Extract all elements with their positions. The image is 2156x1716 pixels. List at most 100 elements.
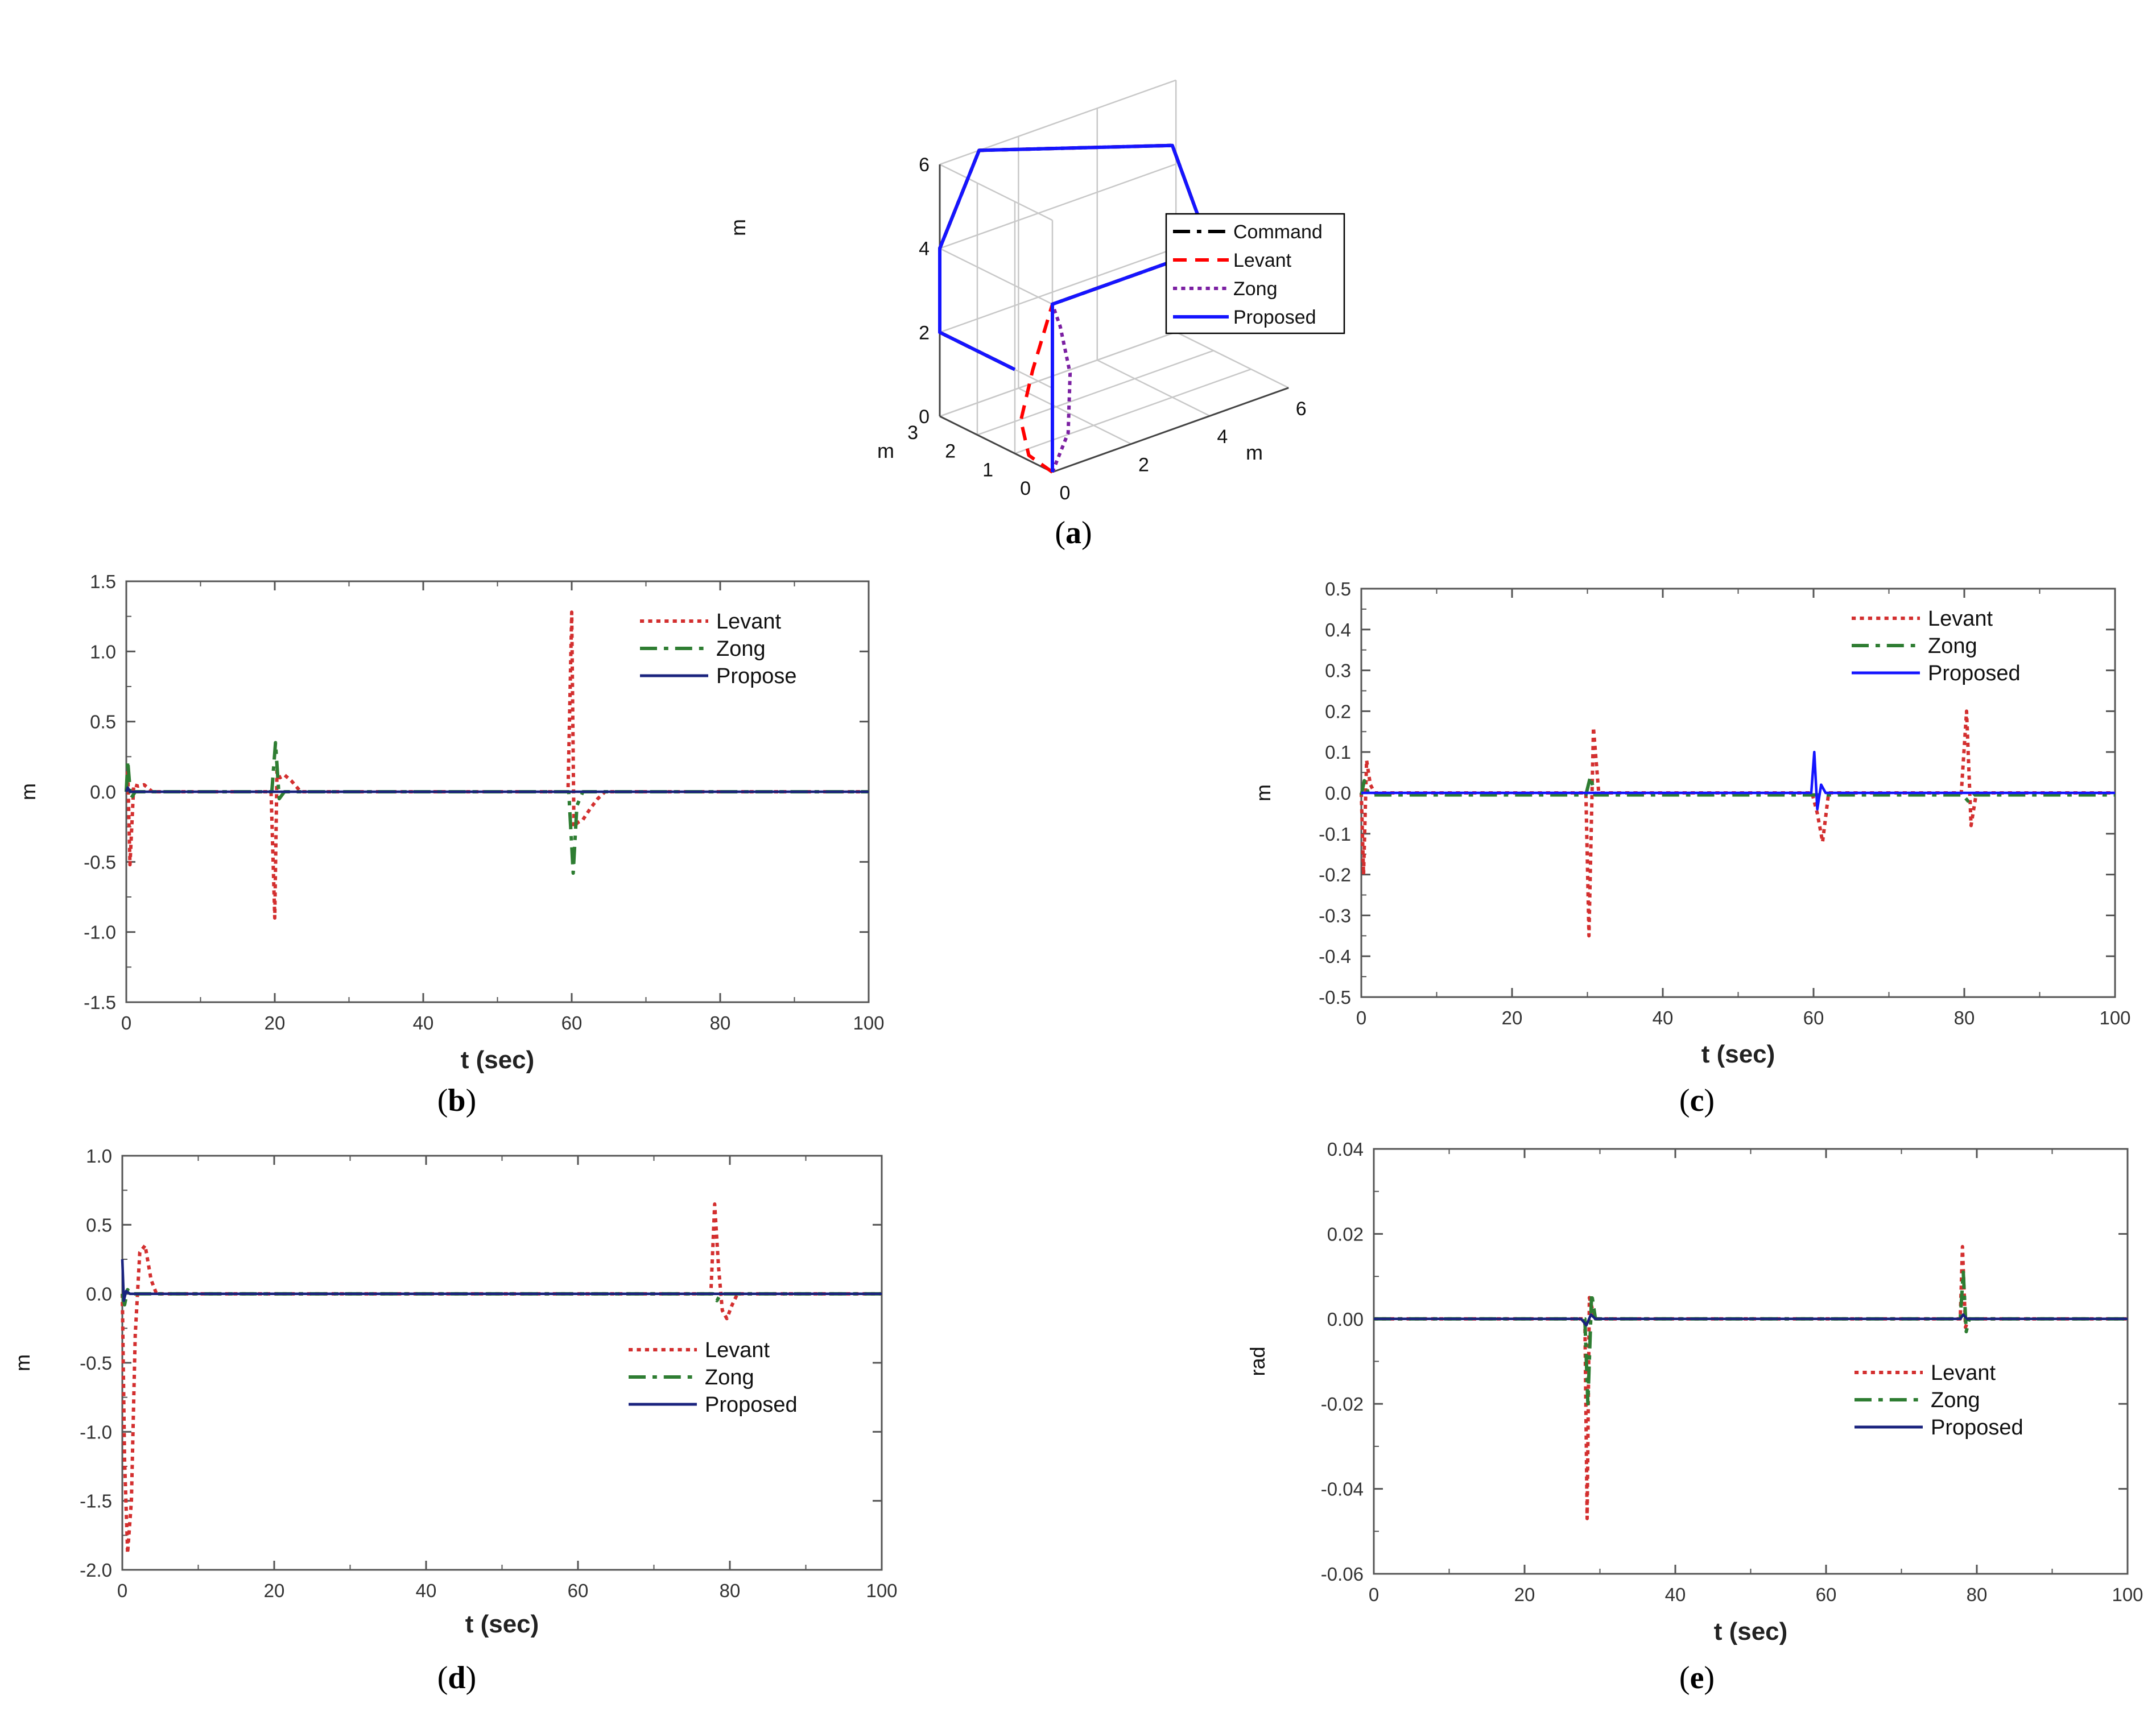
x-tick-label: 40 bbox=[416, 1580, 437, 1601]
back-wall-gridline bbox=[939, 79, 1176, 166]
trajectory-zong bbox=[938, 143, 1212, 473]
x-tick-label: 20 bbox=[264, 1580, 285, 1601]
z-axis-label: m bbox=[726, 219, 750, 236]
back-wall-gridline bbox=[939, 247, 1176, 333]
x-axis-label: t (sec) bbox=[461, 1046, 535, 1074]
legend-label: Zong bbox=[716, 637, 766, 661]
y-tick-label: 0.5 bbox=[86, 1214, 112, 1235]
x-tick-label: 100 bbox=[853, 1012, 884, 1033]
series-line-zong bbox=[125, 741, 869, 875]
legend: Command Levant Zong Proposed bbox=[1165, 213, 1345, 334]
z-tick-label: 4 bbox=[919, 238, 930, 260]
x-tick-label: 80 bbox=[1954, 1007, 1975, 1028]
y-tick-label: 0.4 bbox=[1325, 619, 1351, 640]
y-tick-label: 3 bbox=[907, 422, 918, 444]
x-tick-label: 100 bbox=[2112, 1584, 2143, 1605]
x-tick-label: 40 bbox=[413, 1012, 434, 1033]
y-tick-label: -0.1 bbox=[1319, 824, 1351, 845]
panel-caption: (b) bbox=[437, 1083, 476, 1118]
x-axis-line bbox=[1052, 387, 1289, 473]
caption-paren-close: ) bbox=[466, 1083, 477, 1118]
x-tick-label: 80 bbox=[720, 1580, 741, 1601]
y-tick-label: 1 bbox=[982, 459, 993, 481]
x-tick-label: 0 bbox=[1060, 482, 1071, 504]
caption-paren-open: ( bbox=[437, 1660, 448, 1696]
legend-label: Zong bbox=[1233, 278, 1278, 300]
x-tick-label: 40 bbox=[1665, 1584, 1686, 1605]
x-tick-label: 0 bbox=[121, 1012, 131, 1033]
legend-box bbox=[1165, 213, 1345, 334]
y-tick-label: 0.5 bbox=[90, 712, 116, 733]
series-line-levant bbox=[125, 610, 869, 920]
y-tick-label: -0.4 bbox=[1319, 946, 1351, 967]
series-line-zong bbox=[1374, 1270, 2128, 1406]
y-tick-label: -0.5 bbox=[80, 1353, 112, 1374]
legend-label: Levant bbox=[1931, 1361, 1996, 1385]
plot-frame bbox=[1373, 1148, 2129, 1575]
legend-label: Zong bbox=[705, 1366, 754, 1390]
y-tick-label: -1.5 bbox=[84, 992, 116, 1013]
legend-label: Zong bbox=[1928, 634, 1977, 658]
y-tick-label: 0.02 bbox=[1327, 1223, 1364, 1244]
panel-c-chart: 0 20 40 60 80 100 -0.5 -0.4 -0.3 -0.2 -0.1 0.0 0.1 0.… bbox=[1252, 578, 2131, 1118]
floor-gridline bbox=[977, 350, 1214, 436]
series-line-propose bbox=[125, 786, 869, 793]
x-tick-label: 20 bbox=[1514, 1584, 1535, 1605]
y-tick-label: 2 bbox=[945, 441, 956, 462]
x-tick-label: 0 bbox=[117, 1580, 127, 1601]
y-tick-label: -0.5 bbox=[84, 851, 116, 873]
series-line-proposed bbox=[1361, 750, 2115, 811]
y-tick-label: -0.06 bbox=[1321, 1564, 1364, 1585]
y-tick-label: -0.02 bbox=[1321, 1394, 1364, 1415]
legend-label: Zong bbox=[1931, 1388, 1980, 1412]
legend-label: Command bbox=[1233, 221, 1323, 243]
y-tick-label: 0.0 bbox=[1325, 783, 1351, 804]
floor-gridline bbox=[1014, 368, 1252, 454]
series-line-zong bbox=[121, 1288, 882, 1307]
x-tick-label: 60 bbox=[568, 1580, 589, 1601]
caption-letter: a bbox=[1065, 515, 1081, 551]
y-tick-label: -1.0 bbox=[84, 922, 116, 943]
x-tick-label: 60 bbox=[561, 1012, 583, 1033]
x-tick-label: 60 bbox=[1816, 1584, 1837, 1605]
x-tick-label: 80 bbox=[710, 1012, 731, 1033]
legend-label: Levant bbox=[705, 1338, 770, 1362]
series-line-proposed bbox=[1374, 1313, 2128, 1327]
y-tick-label: -0.2 bbox=[1319, 865, 1351, 886]
legend: Levant Zong Proposed bbox=[1855, 1361, 2023, 1440]
legend-label: Proposed bbox=[705, 1393, 798, 1417]
y-tick-label: 1.0 bbox=[86, 1146, 112, 1167]
series-line-levant bbox=[121, 1202, 882, 1555]
caption-paren-close: ) bbox=[1704, 1660, 1715, 1696]
x-axis-label: t (sec) bbox=[465, 1610, 539, 1638]
y-tick-label: -0.5 bbox=[1319, 987, 1351, 1008]
y-tick-label: -2.0 bbox=[80, 1560, 112, 1581]
y-tick-label: -1.0 bbox=[80, 1421, 112, 1442]
legend-label: Levant bbox=[716, 610, 782, 634]
caption-paren-open: ( bbox=[1055, 515, 1065, 551]
y-tick-label: 0.00 bbox=[1327, 1309, 1364, 1330]
y-tick-label: -1.5 bbox=[80, 1491, 112, 1512]
y-tick-label: -0.3 bbox=[1319, 905, 1351, 926]
left-wall-gridline bbox=[939, 247, 1053, 305]
y-tick-label: 0.04 bbox=[1327, 1139, 1364, 1160]
caption-letter: b bbox=[448, 1083, 465, 1118]
floor-gridline bbox=[1175, 331, 1289, 388]
y-tick-label: 0.3 bbox=[1325, 660, 1351, 681]
series-line-zong bbox=[1360, 775, 2115, 803]
caption-letter: d bbox=[448, 1660, 465, 1696]
left-wall-gridline bbox=[939, 163, 1053, 221]
y-axis-label: m bbox=[877, 439, 894, 462]
y-axis-line bbox=[939, 415, 1053, 473]
caption-letter: e bbox=[1690, 1660, 1704, 1696]
y-axis-label: m bbox=[1252, 784, 1275, 801]
plot-frame bbox=[121, 1155, 883, 1571]
legend-label: Levant bbox=[1233, 250, 1292, 271]
y-tick-label: 1.5 bbox=[90, 571, 116, 592]
x-tick-label: 100 bbox=[866, 1580, 897, 1601]
panel-d-chart: 0 20 40 60 80 100 -2.0 -1.5 -1.0 -0.5 0.0 0.5 1.0 t (… bbox=[11, 1146, 898, 1696]
y-tick-label: 0.5 bbox=[1325, 578, 1351, 599]
x-tick-label: 20 bbox=[265, 1012, 286, 1033]
